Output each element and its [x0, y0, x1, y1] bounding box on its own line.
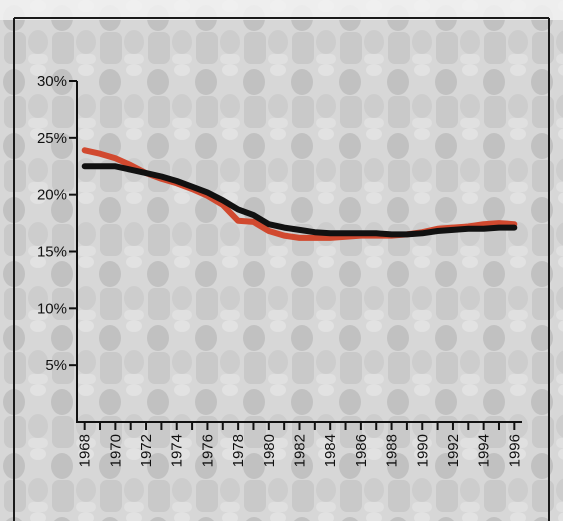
x-tick-label: 1992: [445, 434, 462, 467]
x-tick-label: 1976: [199, 434, 216, 467]
y-tick-label: 5%: [45, 357, 67, 374]
x-tick-label: 1968: [77, 434, 94, 467]
x-tick-label: 1996: [506, 434, 523, 467]
x-tick-label: 1970: [107, 434, 124, 467]
x-tick-label: 1990: [414, 434, 431, 467]
y-tick-label: 30%: [37, 73, 67, 90]
y-tick-label: 15%: [37, 244, 67, 261]
x-tick-label: 1980: [261, 434, 278, 467]
y-tick-label: 10%: [37, 300, 67, 317]
series-line-2: [81, 163, 518, 238]
x-tick-label: 1988: [384, 434, 401, 467]
x-tick-label: 1972: [138, 434, 155, 467]
x-tick-label: 1982: [292, 434, 309, 467]
x-tick-label: 1986: [353, 434, 370, 467]
y-tick-label: 25%: [37, 130, 67, 147]
x-tick-label: 1994: [476, 434, 493, 467]
y-tick-label: 20%: [37, 187, 67, 204]
x-tick-label: 1978: [230, 434, 247, 467]
x-tick-label: 1984: [322, 434, 339, 467]
axes: 5% 10% 15% 20% 25% 30% 1968 1970 1972 1974 1976 197…: [37, 73, 523, 467]
series-layer: [81, 147, 518, 241]
x-tick-label: 1974: [169, 434, 186, 467]
frame-border: [13, 17, 550, 521]
